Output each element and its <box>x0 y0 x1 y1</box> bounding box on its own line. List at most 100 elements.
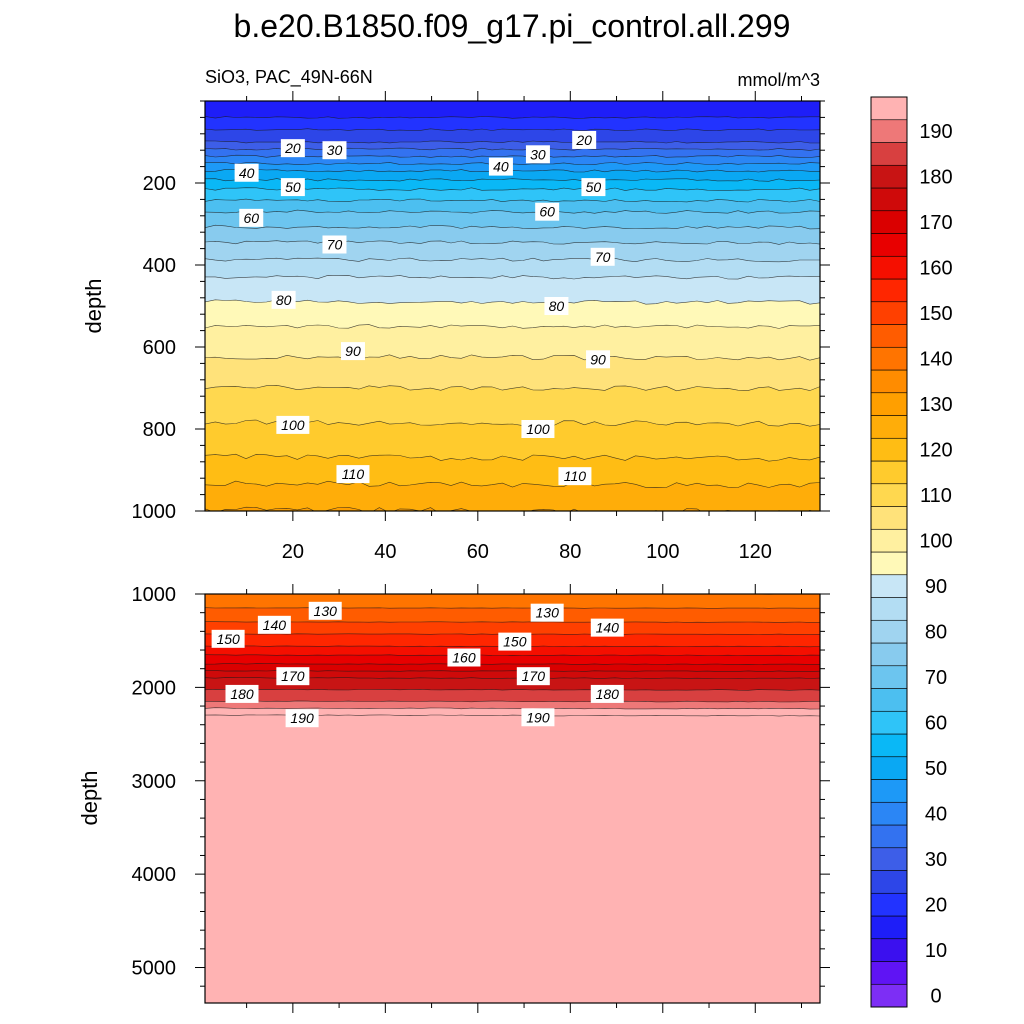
upper-contour-label-19: 110 <box>558 467 592 486</box>
lower-y-axis-title: depth <box>77 770 102 825</box>
colorbar-swatch <box>870 255 908 280</box>
lower-contour-label-text: 130 <box>536 605 560 621</box>
lower-contour-label-bg <box>276 667 310 686</box>
colorbar-swatch <box>870 278 908 303</box>
lower-contour-label-bg <box>498 632 532 651</box>
colorbar-swatch <box>870 574 908 598</box>
colorbar-swatch <box>870 870 908 894</box>
colorbar-label: 60 <box>925 713 947 735</box>
colorbar-swatch <box>870 733 908 758</box>
colorbar-swatch <box>870 756 908 780</box>
upper-panel: 20 30 40 50 60 70 80 90 100 110 40 30 20 50 60 70 80 90 10… <box>81 91 830 563</box>
colorbar-swatch <box>870 506 908 530</box>
colorbar-swatch <box>870 551 908 576</box>
lower-contour-label-text: 150 <box>503 634 527 650</box>
colorbar-swatch <box>870 688 908 712</box>
colorbar-swatch <box>870 164 908 189</box>
upper-isoline-95 <box>205 354 820 361</box>
lower-contour-label-text: 130 <box>314 603 338 619</box>
colorbar-label: 120 <box>919 440 952 462</box>
colorbar-label: 50 <box>925 758 947 780</box>
lower-y-tick-label: 4000 <box>132 864 177 886</box>
upper-contour-label-0: 20 <box>280 139 305 158</box>
lower-isoline-185 <box>205 707 820 710</box>
colorbar-swatch <box>870 483 908 507</box>
upper-axes: 20 40 60 80 100 120 200 400 600 800 1000 <box>132 91 830 563</box>
upper-isoline-30 <box>205 154 820 158</box>
upper-contour-label-text: 80 <box>549 298 565 314</box>
upper-isoline-75 <box>205 257 820 263</box>
upper-isoline-90 <box>205 324 820 329</box>
colorbar-label: 80 <box>925 622 947 644</box>
lower-y-tick-label: 1000 <box>132 584 177 606</box>
upper-contour-label-bg <box>336 465 370 484</box>
upper-contour-label-text: 90 <box>345 343 361 359</box>
upper-contour-label-bg <box>271 290 296 309</box>
units-label: mmol/m^3 <box>738 70 820 90</box>
upper-contour-label-7: 90 <box>340 342 365 361</box>
upper-contour-label-bg <box>586 350 611 369</box>
upper-contour-label-11: 30 <box>525 145 550 164</box>
upper-isoline-115 <box>205 480 820 488</box>
lower-y-tick-label: 2000 <box>132 677 177 699</box>
upper-isoline-60 <box>205 209 820 214</box>
colorbar-label: 20 <box>925 895 947 917</box>
colorbar-label: 110 <box>920 485 952 507</box>
colorbar-swatch <box>870 642 908 667</box>
lower-contour-label-text: 180 <box>230 686 254 702</box>
upper-y-tick-label: 600 <box>143 337 176 359</box>
upper-y-axis-title: depth <box>81 278 106 333</box>
colorbar-swatch <box>870 528 908 553</box>
lower-contour-label-0: 130 <box>308 601 342 620</box>
upper-y-tick-label: 200 <box>143 173 176 195</box>
colorbar-label: 170 <box>919 212 952 234</box>
lower-isoline-140 <box>205 621 820 623</box>
colorbar-label: 180 <box>919 167 952 189</box>
lower-isoline-135 <box>205 607 820 609</box>
lower-contour-label-bg <box>285 709 319 728</box>
upper-contour-label-6: 80 <box>271 290 296 309</box>
colorbar-swatch <box>870 415 908 439</box>
lower-contour-label-text: 180 <box>596 686 620 702</box>
upper-contour-label-4: 60 <box>239 208 264 227</box>
upper-x-tick-label: 80 <box>559 541 581 563</box>
colorbar-swatch <box>870 961 908 985</box>
colorbar-swatch <box>870 187 908 212</box>
upper-contour-label-text: 110 <box>564 468 587 484</box>
lower-contour-label-5: 190 <box>285 709 319 728</box>
lower-y-tick-label: 5000 <box>132 958 177 980</box>
lower-isoline-180 <box>205 700 820 703</box>
colorbar-swatch <box>870 983 908 1008</box>
lower-y-tick-label: 3000 <box>132 771 177 793</box>
lower-contour-label-11: 180 <box>590 684 624 703</box>
upper-isoline-25 <box>205 147 820 151</box>
upper-contour-label-bg <box>488 157 513 176</box>
colorbar-swatch <box>870 892 908 917</box>
lower-contour-label-3: 170 <box>276 667 310 686</box>
lower-band-135 <box>205 594 820 609</box>
colorbar-swatch <box>870 597 908 621</box>
colorbar-swatch <box>870 938 908 962</box>
colorbar-swatch <box>870 437 908 462</box>
upper-y-tick-label: 1000 <box>132 501 177 523</box>
upper-contour-label-16: 80 <box>544 297 569 315</box>
colorbar-label: 10 <box>925 940 947 962</box>
lower-contour-label-bg <box>530 603 564 622</box>
lower-contour-labels: 130 140 150 170 180 190 130 140 150 160 170 180 190 <box>211 601 624 728</box>
upper-contour-label-12: 20 <box>572 130 597 149</box>
colorbar-frame <box>870 96 908 1008</box>
upper-band-10 <box>205 101 820 119</box>
colorbar-swatch <box>870 142 908 166</box>
upper-contour-label-text: 20 <box>575 132 592 148</box>
upper-contour-label-8: 100 <box>276 415 310 434</box>
upper-contour-label-bg <box>572 130 597 149</box>
upper-contour-label-bg <box>535 202 560 221</box>
upper-contour-label-text: 100 <box>281 417 305 433</box>
colorbar-swatch <box>870 369 908 394</box>
upper-contour-label-17: 90 <box>586 350 611 369</box>
colorbar-swatch <box>870 710 908 735</box>
lower-contour-label-8: 150 <box>498 632 532 651</box>
upper-contour-labels: 20 30 40 50 60 70 80 90 100 110 40 30 20 50 60 70 80 90 10… <box>234 130 615 486</box>
upper-isoline-110 <box>205 453 820 462</box>
